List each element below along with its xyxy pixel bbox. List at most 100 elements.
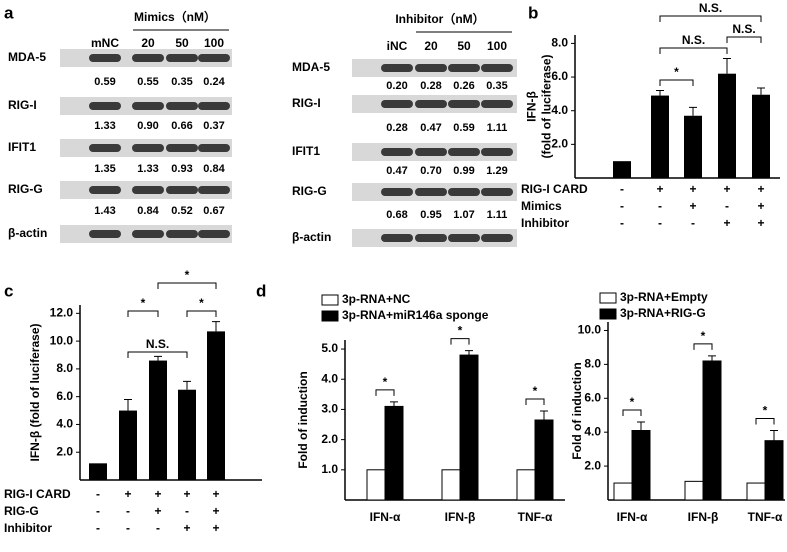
annotation: * <box>199 296 204 310</box>
lane-label: 20 <box>424 39 438 53</box>
condition-sign: + <box>183 521 190 535</box>
blot-band <box>381 148 413 156</box>
panel-label: c <box>4 281 13 300</box>
blot-header: Mimics（nM） <box>134 9 216 24</box>
row-label: RIG-G <box>292 184 327 198</box>
legend-swatch <box>599 292 617 304</box>
condition-label: RIG-I CARD <box>4 487 71 501</box>
bar <box>178 389 196 480</box>
blot-band <box>448 64 480 72</box>
error-bar <box>390 401 398 407</box>
row-label: RIG-I <box>292 96 321 110</box>
bar <box>366 469 386 501</box>
annotation: * <box>458 324 463 338</box>
legend-swatch <box>599 308 617 320</box>
condition-label: RIG-I CARD <box>521 182 588 196</box>
blot-band <box>481 148 513 156</box>
density-value: 0.70 <box>420 165 441 177</box>
annotation: N.S. <box>682 33 705 47</box>
error-bar <box>212 321 220 332</box>
bracket <box>726 36 762 43</box>
density-value: 0.24 <box>203 76 225 88</box>
error-bar <box>637 421 645 431</box>
blot-band <box>198 102 230 110</box>
annotation: * <box>763 404 768 418</box>
y-tick-label: 4.0 <box>56 417 73 431</box>
blot-band <box>448 148 480 156</box>
condition-sign: + <box>154 487 161 501</box>
condition-sign: - <box>185 504 189 518</box>
lane-label: 50 <box>457 39 471 53</box>
blot-band <box>166 186 198 194</box>
density-value: 0.52 <box>171 205 192 217</box>
bracket <box>659 15 762 22</box>
density-value: 0.84 <box>203 163 225 175</box>
error-bar <box>708 355 716 361</box>
density-value: 0.47 <box>420 122 441 134</box>
density-value: 0.20 <box>386 80 407 92</box>
density-value: 0.84 <box>137 205 159 217</box>
blot-band <box>89 102 121 110</box>
y-tick-label: 6.0 <box>551 69 568 83</box>
condition-sign: + <box>183 487 190 501</box>
error-bar <box>154 355 162 361</box>
legend-label: 3p-RNA+miR146a sponge <box>342 308 489 322</box>
y-axis-label: IFN-β <box>525 91 539 122</box>
condition-sign: - <box>96 487 100 501</box>
y-tick-label: 10.0 <box>578 323 602 337</box>
bracket <box>450 338 470 345</box>
x-tick-label: IFN-β <box>688 510 719 524</box>
bar <box>752 94 770 178</box>
bracket <box>693 343 713 350</box>
legend-label: 3p-RNA+NC <box>342 292 411 306</box>
blot-band <box>132 102 164 110</box>
bracket <box>127 351 188 358</box>
x-tick-label: TNF-α <box>748 510 783 524</box>
row-label: β-actin <box>292 230 331 244</box>
condition-sign: - <box>620 199 624 213</box>
blot-header: Inhibitor（nM） <box>395 11 484 26</box>
x-tick-label: IFN-β <box>445 510 476 524</box>
bar <box>384 405 404 501</box>
density-value: 1.29 <box>486 165 507 177</box>
bracket <box>659 47 728 54</box>
bar <box>207 331 225 480</box>
bar <box>534 419 554 501</box>
blot-band <box>198 186 230 194</box>
error-bar <box>183 380 191 390</box>
y-tick-label: 6.0 <box>56 389 73 403</box>
y-tick-label: 2.0 <box>56 444 73 458</box>
density-value: 0.35 <box>486 80 507 92</box>
error-bar <box>689 106 697 116</box>
row-label: β-actin <box>8 226 47 240</box>
row-label: MDA-5 <box>8 50 46 64</box>
bar <box>459 354 479 501</box>
bar <box>613 482 633 501</box>
y-tick-label: 4.0 <box>584 424 601 438</box>
lane-label: iNC <box>387 39 408 53</box>
blot-band <box>89 230 121 238</box>
density-value: 0.28 <box>386 122 407 134</box>
blot-band <box>132 144 164 152</box>
condition-sign: + <box>154 504 161 518</box>
blot-band <box>381 188 413 196</box>
annotation: * <box>533 384 538 398</box>
blot-band <box>415 188 447 196</box>
bracket <box>525 398 545 405</box>
condition-sign: - <box>691 216 695 230</box>
blot-band <box>166 102 198 110</box>
lane-label: 100 <box>204 36 224 50</box>
density-value: 0.35 <box>171 76 192 88</box>
blot-band <box>481 234 513 242</box>
y-tick-label: 2.0 <box>551 137 568 151</box>
density-value: 1.11 <box>487 209 508 221</box>
lane-label: mNC <box>91 36 119 50</box>
condition-sign: + <box>723 182 730 196</box>
annotation: N.S. <box>732 22 755 36</box>
condition-sign: + <box>212 487 219 501</box>
density-value: 0.47 <box>386 165 407 177</box>
y-tick-label: 1.0 <box>321 462 338 476</box>
density-value: 0.55 <box>137 76 158 88</box>
error-bar <box>770 429 778 441</box>
